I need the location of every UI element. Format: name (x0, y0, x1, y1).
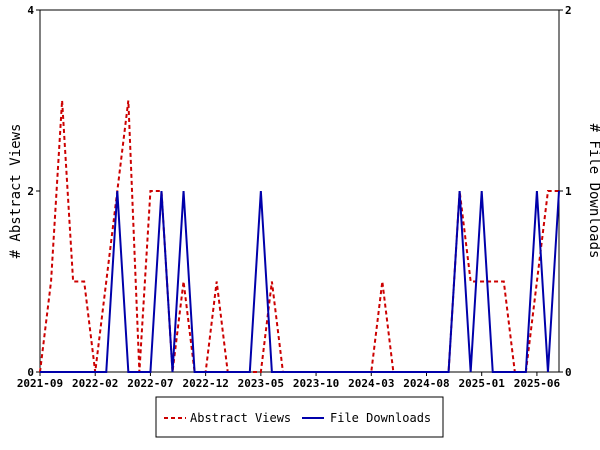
x-tick-label: 2023-10 (293, 377, 339, 390)
legend: Abstract Views File Downloads (155, 396, 444, 438)
right-axis-title: # File Downloads (586, 124, 600, 259)
x-axis: 2021-09 2022-02 2022-07 2022-12 2023-05 2023-… (17, 372, 561, 390)
x-tick-label: 2025-01 (459, 377, 506, 390)
legend-box (155, 396, 444, 438)
series-line-file-downloads (40, 190, 560, 373)
plot-area (39, 9, 560, 373)
x-tick-label: 2025-06 (514, 377, 561, 390)
right-tick-label: 0 (565, 366, 572, 379)
x-tick-label: 2022-02 (72, 377, 118, 390)
left-tick-label: 0 (27, 366, 34, 379)
right-tick-label: 2 (565, 4, 572, 17)
x-tick-label: 2021-09 (17, 377, 63, 390)
series-layer (39, 100, 560, 373)
left-tick-label: 2 (27, 185, 34, 198)
right-tick-label: 1 (565, 185, 572, 198)
left-tick-label: 4 (27, 4, 34, 17)
x-tick-label: 2022-12 (182, 377, 228, 390)
right-y-axis: 0 1 2 (559, 4, 572, 379)
left-axis-title: # Abstract Views (8, 124, 24, 259)
x-tick-label: 2024-08 (403, 377, 449, 390)
legend-label-abstract-views: Abstract Views (190, 411, 291, 425)
legend-label-file-downloads: File Downloads (330, 411, 431, 425)
x-tick-label: 2023-05 (238, 377, 284, 390)
left-y-axis: 0 2 4 (27, 4, 40, 379)
x-tick-label: 2022-07 (127, 377, 173, 390)
x-tick-label: 2024-03 (348, 377, 394, 390)
